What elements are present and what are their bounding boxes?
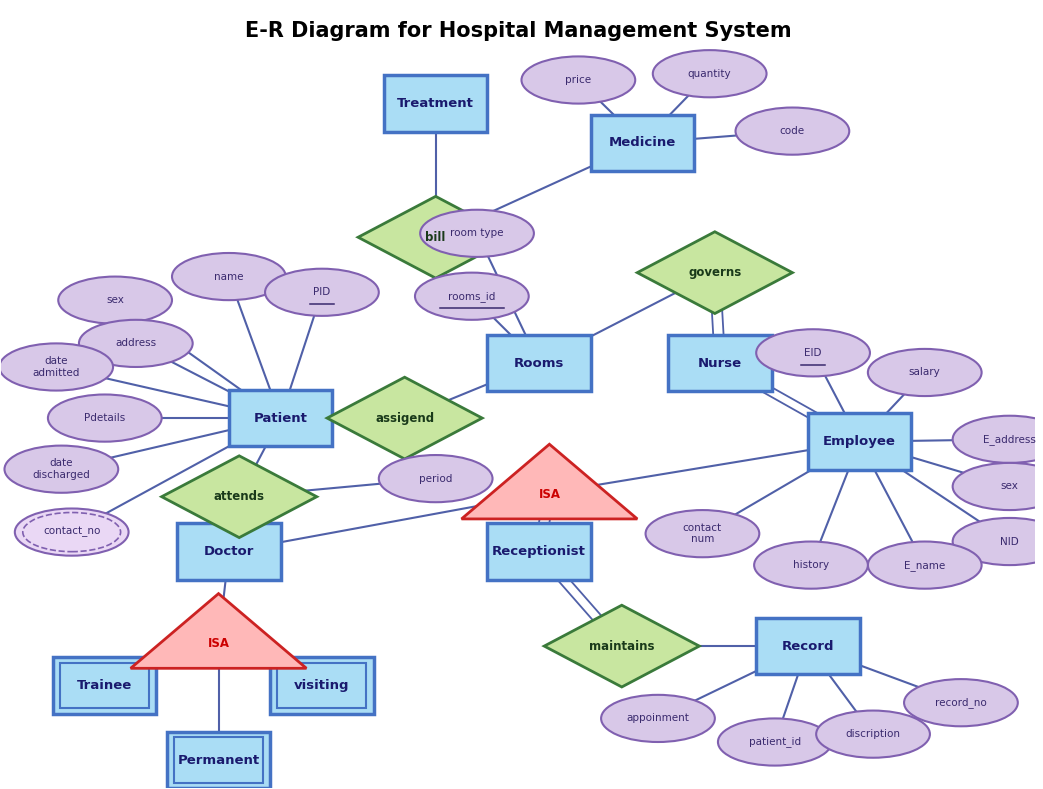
Ellipse shape xyxy=(172,253,286,300)
FancyBboxPatch shape xyxy=(487,335,590,391)
Text: period: period xyxy=(419,473,453,484)
Polygon shape xyxy=(130,593,307,668)
Text: Patient: Patient xyxy=(253,412,308,424)
Text: contact
num: contact num xyxy=(683,523,722,544)
Ellipse shape xyxy=(265,269,379,316)
Text: record_no: record_no xyxy=(936,697,987,709)
FancyBboxPatch shape xyxy=(487,523,590,580)
Text: bill: bill xyxy=(426,230,445,244)
Text: Medicine: Medicine xyxy=(609,136,676,149)
FancyBboxPatch shape xyxy=(756,618,859,675)
FancyBboxPatch shape xyxy=(384,75,487,132)
Polygon shape xyxy=(637,232,793,313)
Text: governs: governs xyxy=(688,266,742,279)
Ellipse shape xyxy=(754,541,868,589)
Text: E_name: E_name xyxy=(904,559,945,570)
FancyBboxPatch shape xyxy=(808,413,912,470)
Text: date
discharged: date discharged xyxy=(32,458,91,480)
Text: Record: Record xyxy=(781,640,834,653)
Ellipse shape xyxy=(868,541,981,589)
FancyBboxPatch shape xyxy=(53,657,156,714)
Ellipse shape xyxy=(522,57,635,103)
Text: visiting: visiting xyxy=(294,679,349,692)
FancyBboxPatch shape xyxy=(669,335,772,391)
Ellipse shape xyxy=(868,349,981,396)
Ellipse shape xyxy=(646,510,759,557)
Ellipse shape xyxy=(48,394,162,442)
Polygon shape xyxy=(162,456,317,537)
Text: room type: room type xyxy=(451,228,504,238)
FancyBboxPatch shape xyxy=(270,657,373,714)
Ellipse shape xyxy=(756,329,870,376)
Ellipse shape xyxy=(718,719,831,765)
Text: Treatment: Treatment xyxy=(397,97,475,110)
FancyBboxPatch shape xyxy=(177,523,281,580)
Text: NID: NID xyxy=(1000,537,1019,547)
Text: date
admitted: date admitted xyxy=(32,356,80,378)
Ellipse shape xyxy=(601,695,714,742)
Text: name: name xyxy=(214,271,244,282)
Text: E-R Diagram for Hospital Management System: E-R Diagram for Hospital Management Syst… xyxy=(245,21,792,41)
Text: ISA: ISA xyxy=(538,488,560,501)
Polygon shape xyxy=(328,377,482,459)
Ellipse shape xyxy=(952,518,1043,565)
Ellipse shape xyxy=(415,273,529,320)
Ellipse shape xyxy=(817,711,930,757)
Text: code: code xyxy=(780,126,805,136)
Text: E_address: E_address xyxy=(984,434,1036,445)
Text: rooms_id: rooms_id xyxy=(448,291,495,301)
Ellipse shape xyxy=(952,416,1043,463)
Text: salary: salary xyxy=(908,368,941,377)
FancyBboxPatch shape xyxy=(228,390,333,447)
Ellipse shape xyxy=(735,107,849,155)
Text: quantity: quantity xyxy=(688,69,731,79)
Text: Doctor: Doctor xyxy=(203,545,254,559)
Ellipse shape xyxy=(653,50,767,97)
Text: PID: PID xyxy=(313,287,331,297)
Text: address: address xyxy=(115,338,156,349)
Ellipse shape xyxy=(15,508,128,555)
Text: patient_id: patient_id xyxy=(749,737,801,747)
Polygon shape xyxy=(358,196,513,279)
Text: Receptionist: Receptionist xyxy=(492,545,586,559)
Text: sex: sex xyxy=(1000,481,1018,492)
Text: Trainee: Trainee xyxy=(77,679,132,692)
Text: assigend: assigend xyxy=(375,412,434,424)
Polygon shape xyxy=(544,605,700,687)
Text: Rooms: Rooms xyxy=(514,357,564,369)
Ellipse shape xyxy=(420,210,534,257)
Text: ISA: ISA xyxy=(208,638,229,650)
Text: maintains: maintains xyxy=(589,640,655,653)
Polygon shape xyxy=(461,444,637,519)
Text: discription: discription xyxy=(846,729,900,739)
Text: Pdetails: Pdetails xyxy=(84,413,125,423)
Text: price: price xyxy=(565,75,591,85)
Text: history: history xyxy=(793,560,829,570)
Text: attends: attends xyxy=(214,490,265,503)
Text: Permanent: Permanent xyxy=(177,753,260,767)
Text: contact_no: contact_no xyxy=(43,527,100,537)
FancyBboxPatch shape xyxy=(167,731,270,788)
Text: appoinment: appoinment xyxy=(627,713,689,724)
Text: Employee: Employee xyxy=(823,436,896,448)
Ellipse shape xyxy=(58,277,172,323)
FancyBboxPatch shape xyxy=(590,114,695,171)
Text: EID: EID xyxy=(804,348,822,358)
Ellipse shape xyxy=(904,679,1018,727)
Text: sex: sex xyxy=(106,295,124,305)
Ellipse shape xyxy=(4,446,118,493)
Ellipse shape xyxy=(379,455,492,503)
Ellipse shape xyxy=(952,463,1043,510)
Ellipse shape xyxy=(0,343,113,391)
Text: Nurse: Nurse xyxy=(698,357,742,369)
Ellipse shape xyxy=(79,320,193,367)
